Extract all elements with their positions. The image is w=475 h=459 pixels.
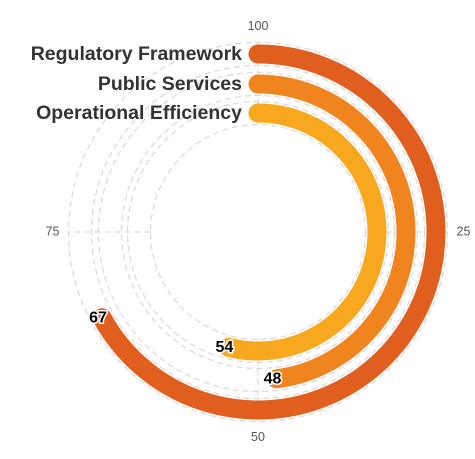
track-ring-1-inner bbox=[90, 64, 426, 400]
tick-label-50: 50 bbox=[251, 430, 265, 444]
bar-operational-efficiency bbox=[218, 103, 387, 361]
track-ring-3-inner bbox=[149, 123, 367, 341]
chart-grid bbox=[67, 41, 449, 423]
category-label-regulatory-framework: Regulatory Framework bbox=[31, 43, 242, 65]
track-ring-3-outer bbox=[126, 100, 390, 364]
chart-labels: 25 50 75 100 Regulatory Framework 67 Public Se… bbox=[31, 19, 471, 444]
tick-label-100: 100 bbox=[248, 19, 269, 33]
bar-public-services bbox=[248, 74, 416, 389]
category-label-operational-efficiency: Operational Efficiency bbox=[36, 102, 242, 124]
category-label-public-services: Public Services bbox=[98, 73, 242, 95]
value-label-public-services: 48 bbox=[264, 370, 282, 387]
tick-label-25: 25 bbox=[457, 224, 471, 238]
bar-regulatory-framework bbox=[92, 44, 446, 420]
chart-bars bbox=[92, 44, 446, 420]
value-label-regulatory-framework: 67 bbox=[89, 309, 107, 326]
value-label-operational-efficiency: 54 bbox=[216, 339, 234, 356]
track-ring-2-inner bbox=[120, 94, 396, 370]
tick-label-75: 75 bbox=[46, 224, 60, 238]
